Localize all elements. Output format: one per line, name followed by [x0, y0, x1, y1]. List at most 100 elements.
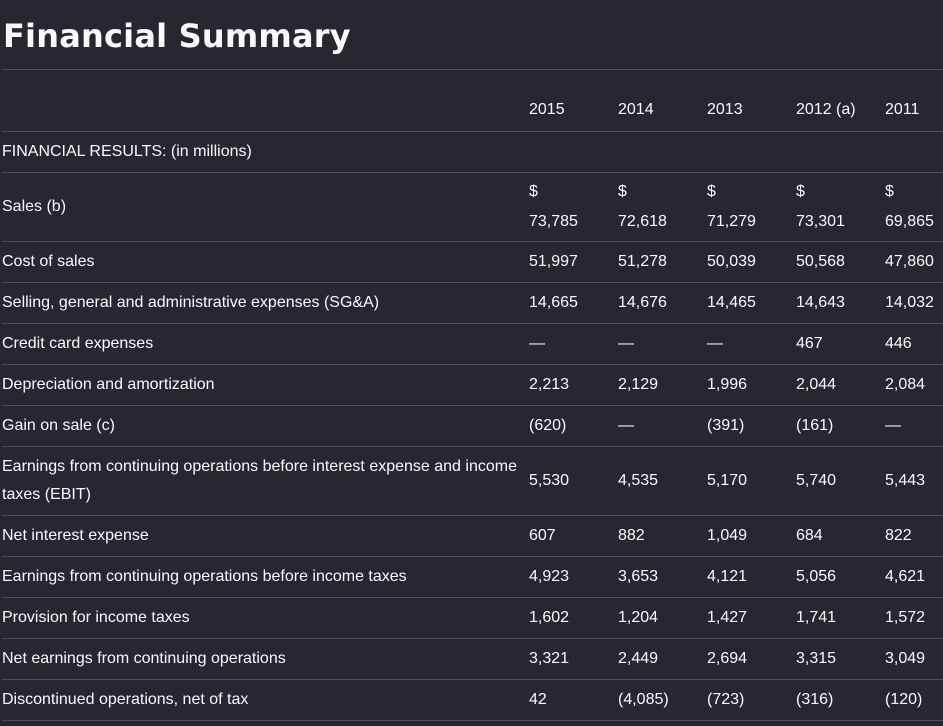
row-label: Gain on sale (c)	[2, 416, 115, 434]
cell-value: 73,301	[796, 212, 845, 230]
cell-value: 71,279	[707, 212, 756, 230]
table-cell: —	[618, 334, 634, 352]
table-cell: 5,530	[529, 471, 570, 489]
table-cell: 42	[529, 690, 547, 708]
table-cell: (4,085)	[618, 690, 669, 708]
table-cell: (120)	[885, 690, 923, 708]
table-row: Provision for income taxes 1,602 1,204 1…	[2, 597, 943, 638]
table-cell: 3,049	[885, 649, 926, 667]
financial-summary-table: 2015 2014 2013 2012 (a) 2011 FINANCIAL R…	[2, 90, 943, 721]
table-cell: —	[885, 416, 901, 434]
cell-value: 72,618	[618, 212, 667, 230]
table-cell: 4,535	[618, 471, 659, 489]
table-cell: 3,315	[796, 649, 837, 667]
table-row: Sales (b) $73,785 $72,618 $71,279 $73,30…	[2, 172, 943, 241]
table-cell: (723)	[707, 690, 745, 708]
section-label: FINANCIAL RESULTS: (in millions)	[2, 142, 252, 160]
table-cell: 3,653	[618, 567, 659, 585]
table-cell: (316)	[796, 690, 834, 708]
cell-value: 69,865	[885, 212, 934, 230]
row-label: Provision for income taxes	[2, 608, 190, 626]
table-cell: 4,923	[529, 567, 570, 585]
table-cell: 14,665	[529, 293, 578, 311]
table-cell: 822	[885, 526, 912, 544]
table-cell: 2,044	[796, 375, 837, 393]
row-label: Selling, general and administrative expe…	[2, 293, 380, 311]
table-cell: 50,568	[796, 252, 845, 270]
table-cell: (620)	[529, 416, 567, 434]
table-cell: $73,301	[796, 172, 885, 241]
header-empty-cell	[2, 90, 529, 131]
currency-symbol: $	[618, 182, 627, 200]
table-cell: 51,278	[618, 252, 667, 270]
table-cell: $69,865	[885, 172, 943, 241]
table-cell: —	[618, 416, 634, 434]
table-cell: 1,741	[796, 608, 837, 626]
currency-symbol: $	[885, 182, 894, 200]
table-cell: 2,129	[618, 375, 659, 393]
table-cell: —	[529, 334, 545, 352]
table-row: Cost of sales 51,997 51,278 50,039 50,56…	[2, 241, 943, 282]
table-cell: 5,170	[707, 471, 748, 489]
table-cell: 51,997	[529, 252, 578, 270]
table-cell: 1,427	[707, 608, 748, 626]
table-cell: 1,204	[618, 608, 659, 626]
table-cell: 1,996	[707, 375, 748, 393]
table-cell: 14,676	[618, 293, 667, 311]
table-cell: 14,465	[707, 293, 756, 311]
row-label: Credit card expenses	[2, 334, 154, 352]
table-cell: 14,032	[885, 293, 934, 311]
table-cell: 2,084	[885, 375, 926, 393]
table-cell: —	[707, 334, 723, 352]
column-header: 2015	[529, 101, 565, 119]
table-cell: 446	[885, 334, 912, 352]
row-label: Depreciation and amortization	[2, 375, 215, 393]
row-label: Net earnings from continuing operations	[2, 649, 286, 667]
table-row: Earnings from continuing operations befo…	[2, 556, 943, 597]
currency-symbol: $	[707, 182, 716, 200]
table-cell: (161)	[796, 416, 834, 434]
table-cell: (391)	[707, 416, 745, 434]
row-label: Net interest expense	[2, 526, 149, 544]
title-divider	[2, 69, 943, 70]
row-label: Sales (b)	[2, 197, 67, 215]
table-row: Earnings from continuing operations befo…	[2, 446, 943, 515]
table-cell: 2,449	[618, 649, 659, 667]
table-cell: 1,572	[885, 608, 926, 626]
table-cell: 5,443	[885, 471, 926, 489]
table-row: Discontinued operations, net of tax 42 (…	[2, 679, 943, 720]
row-label: Earnings from continuing operations befo…	[2, 567, 407, 585]
section-row: FINANCIAL RESULTS: (in millions)	[2, 131, 943, 172]
currency-symbol: $	[529, 182, 538, 200]
table-cell: $72,618	[618, 172, 707, 241]
column-header: 2013	[707, 101, 743, 119]
table-cell: 2,213	[529, 375, 570, 393]
table-cell: 607	[529, 526, 556, 544]
table-row: Net earnings from continuing operations …	[2, 638, 943, 679]
table-cell: 3,321	[529, 649, 570, 667]
table-cell: 4,621	[885, 567, 926, 585]
table-row: Gain on sale (c) (620) — (391) (161) —	[2, 405, 943, 446]
table-cell: 47,860	[885, 252, 934, 270]
table-cell: 684	[796, 526, 823, 544]
table-cell: $71,279	[707, 172, 796, 241]
table-row: Depreciation and amortization 2,213 2,12…	[2, 364, 943, 405]
page-title: Financial Summary	[3, 17, 351, 55]
table-cell: $73,785	[529, 172, 618, 241]
table-cell: 467	[796, 334, 823, 352]
table-row: Net interest expense 607 882 1,049 684 8…	[2, 515, 943, 556]
table-cell: 5,056	[796, 567, 837, 585]
table-cell: 882	[618, 526, 645, 544]
row-label: Cost of sales	[2, 252, 95, 270]
column-header: 2012 (a)	[796, 101, 856, 119]
table-cell: 50,039	[707, 252, 756, 270]
table-cell: 5,740	[796, 471, 837, 489]
column-header: 2014	[618, 101, 654, 119]
table-cell: 4,121	[707, 567, 748, 585]
table-header-row: 2015 2014 2013 2012 (a) 2011	[2, 90, 943, 131]
currency-symbol: $	[796, 182, 805, 200]
table-row: Selling, general and administrative expe…	[2, 282, 943, 323]
row-label: Earnings from continuing operations befo…	[2, 457, 517, 503]
table-cell: 1,602	[529, 608, 570, 626]
table-cell: 1,049	[707, 526, 748, 544]
